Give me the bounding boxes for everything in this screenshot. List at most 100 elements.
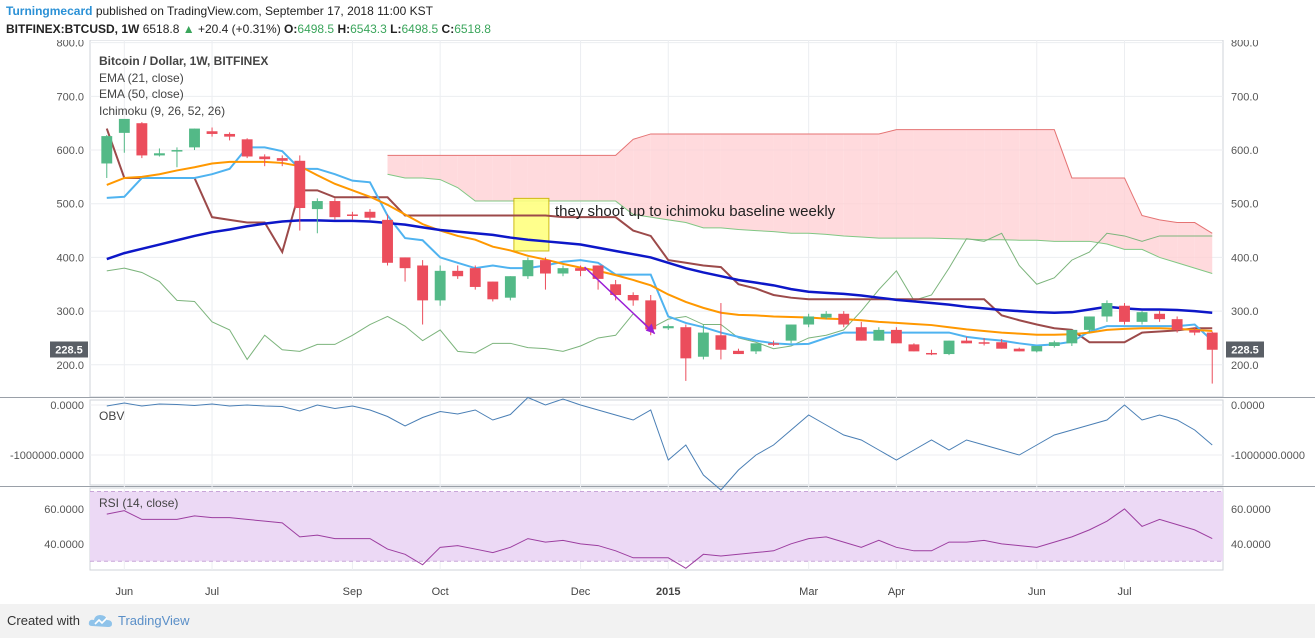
candle-body [224, 133, 236, 137]
ichimoku-cloud-segment [773, 133, 792, 234]
obv-line [106, 396, 1213, 491]
candle-body [662, 326, 674, 329]
ichimoku-cloud-segment [931, 129, 950, 239]
candle-body [311, 201, 323, 210]
y-tick-label-right: 800.0 [1231, 40, 1259, 50]
candle-body [733, 350, 744, 355]
chart-canvas[interactable]: Jun Jul Sep Oct Dec 2015 Mar Apr Jun Jul 800.0 800.… [0, 40, 1315, 604]
ichimoku-cloud-segment [457, 155, 476, 202]
last-price-label-right: 228.5 [1231, 344, 1259, 356]
x-tick-label: Dec [571, 586, 591, 598]
obv-title: OBV [99, 409, 124, 423]
y-tick-label-left: 400.0 [56, 252, 84, 264]
publish-line: Turningmecard published on TradingView.c… [6, 4, 433, 18]
candle-body [259, 156, 271, 160]
candle-body [1066, 329, 1078, 344]
ichimoku-span-a [387, 129, 1213, 234]
obv-tick-label-right: -1000000.0000 [1231, 450, 1305, 462]
candle-body [118, 118, 130, 133]
candle-body [750, 343, 762, 352]
rsi-title: RSI (14, close) [99, 496, 178, 510]
chart-header: Turningmecard published on TradingView.c… [0, 0, 1315, 40]
ichimoku-lagging-span [106, 232, 1213, 361]
x-tick-label: Jul [205, 586, 219, 598]
candle-body [592, 265, 604, 279]
candle-body [715, 335, 727, 350]
legend-title: Bitcoin / Dollar, 1W, BITFINEX [99, 54, 268, 68]
candle-body [206, 131, 218, 134]
ichimoku-cloud-segment [405, 155, 423, 178]
candle-body [1154, 313, 1166, 320]
y-tick-label-left: 800.0 [56, 40, 84, 50]
tradingview-cloud-icon [88, 615, 112, 627]
candle-body [890, 329, 902, 344]
ichimoku-cloud-segment [720, 133, 739, 230]
tradingview-link[interactable]: TradingView [118, 613, 190, 628]
candle-body [1136, 312, 1148, 322]
trend-arrow [584, 266, 656, 335]
candle-body [557, 268, 569, 274]
up-arrow-icon: ▲ [182, 22, 195, 36]
ichimoku-cloud-segment [633, 133, 651, 218]
rsi-line [106, 508, 1213, 569]
candle-body [469, 268, 481, 287]
ichimoku-cloud-segment [562, 155, 581, 202]
candle-body [873, 329, 885, 341]
ichimoku-cloud-segment [422, 155, 441, 180]
rsi-tick-label-left: 60.0000 [44, 504, 84, 516]
obv-tick-label-right: 0.0000 [1231, 400, 1265, 412]
candle-body [399, 257, 411, 269]
last-price-tag-left [50, 341, 88, 358]
candle-body [276, 158, 288, 161]
candle-body [136, 123, 148, 156]
ichimoku-cloud-segment [878, 129, 897, 239]
ichimoku-cloud-segment [387, 155, 406, 178]
price-change: +20.4 (+0.31%) [197, 22, 281, 36]
ichimoku-cloud-segment [1036, 129, 1055, 242]
ichimoku-cloud-segment [826, 133, 844, 236]
ichimoku-cloud-segment [1089, 177, 1107, 244]
candle-body [241, 139, 253, 157]
candle-body [329, 201, 341, 218]
ichimoku-cloud-segment [1142, 215, 1160, 258]
ichimoku-cloud-segment [1001, 129, 1020, 241]
candle-body [820, 313, 832, 318]
author-link[interactable]: Turningmecard [6, 4, 93, 18]
low-value: 6498.5 [401, 22, 439, 36]
obv-pane [89, 399, 1224, 486]
legend-ema50: EMA (50, close) [99, 87, 184, 101]
x-tick-label: Jun [1028, 586, 1046, 598]
candle-body [1101, 303, 1113, 317]
ichimoku-cloud-segment [1019, 129, 1037, 241]
candle-body [838, 313, 850, 325]
ichimoku-cloud-segment [966, 129, 985, 240]
last-price-label-left: 228.5 [55, 344, 83, 356]
candle-body [504, 276, 516, 298]
created-with-text: Created with [7, 613, 80, 628]
y-tick-label-right: 300.0 [1231, 306, 1259, 318]
candle-body [364, 211, 376, 218]
annotation-text: they shoot up to ichimoku baseline weekl… [555, 203, 836, 220]
candle-body [1013, 348, 1025, 352]
ichimoku-cloud-segment [861, 133, 879, 239]
candle-body [101, 136, 113, 164]
candle-body [855, 327, 867, 341]
candle-body [680, 327, 692, 359]
obv-tick-label-left: -1000000.0000 [10, 450, 84, 462]
y-tick-label-right: 500.0 [1231, 199, 1259, 211]
candle-body [1189, 329, 1201, 333]
ichimoku-cloud-segment [1106, 177, 1125, 250]
candle-body [171, 150, 183, 152]
x-tick-label: Mar [799, 586, 818, 598]
candle-body [943, 340, 955, 355]
candle-body [1083, 316, 1095, 330]
y-tick-label-right: 700.0 [1231, 91, 1259, 103]
rsi-tick-label-left: 40.0000 [44, 539, 84, 551]
x-tick-label: Jun [115, 586, 133, 598]
ichimoku-cloud-segment [668, 133, 686, 223]
candle-body [153, 153, 165, 156]
ichimoku-cloud-segment [580, 155, 599, 202]
close-label: C: [441, 22, 455, 36]
candle-body [540, 260, 551, 274]
y-tick-label-left: 700.0 [56, 91, 84, 103]
